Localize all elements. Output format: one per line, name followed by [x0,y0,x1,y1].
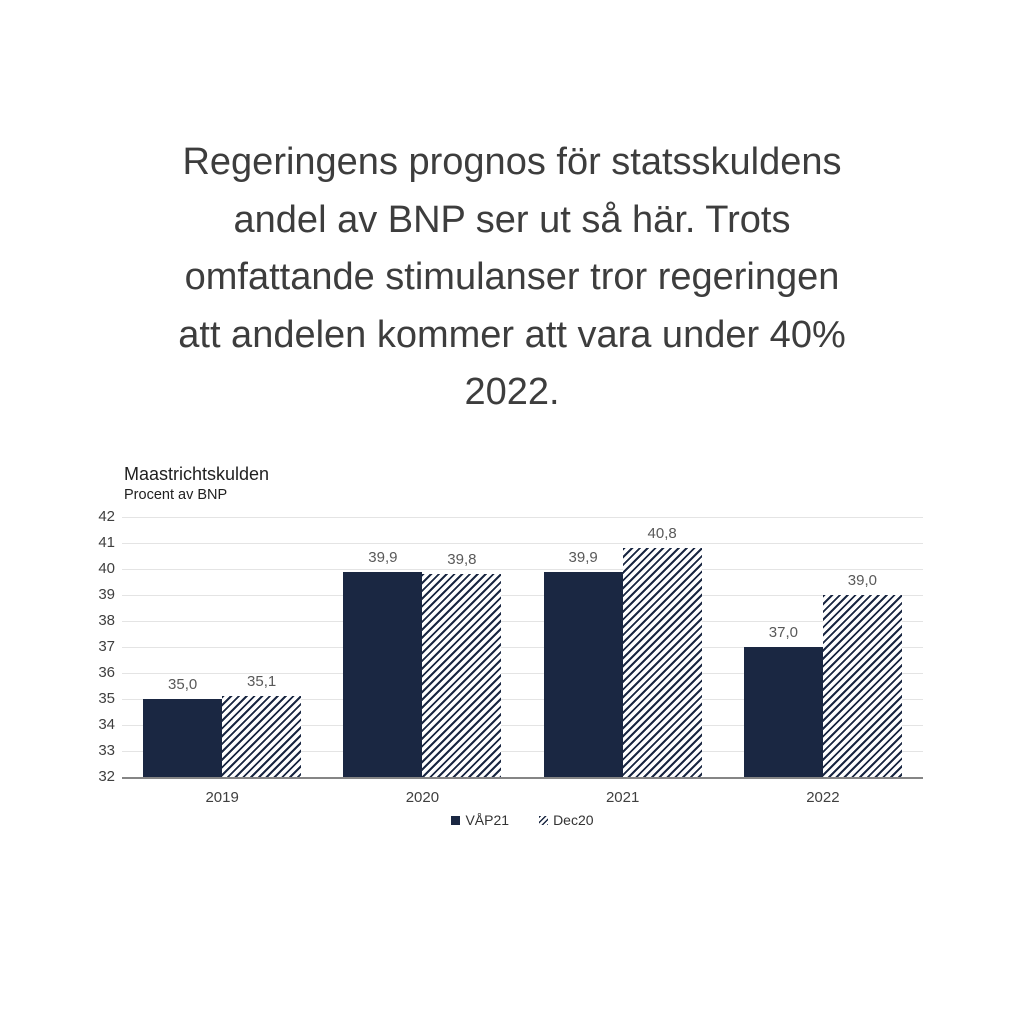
y-axis-tick-label: 35 [98,690,115,707]
y-axis-tick-label: 42 [98,508,115,525]
gridline [122,751,923,752]
y-axis: 32 33 34 35 36 37 38 39 40 41 42 [58,508,115,785]
gridline [122,595,923,596]
bar-value-label: 35,1 [247,673,277,691]
y-axis-tick-label: 33 [98,742,115,759]
gridline [122,647,923,648]
gridline [122,569,923,570]
x-axis: 2019 2020 2021 2022 [122,789,923,809]
headline-line: 2022. [464,371,560,413]
x-axis-tick-label: 2022 [806,789,840,806]
headline-line: andel av BNP ser ut så här. Trots [233,198,791,241]
gridline [122,673,923,674]
legend: VÅP21 Dec20 [122,810,923,830]
bar-value-label: 39,8 [447,551,477,569]
gridline [122,517,923,518]
headline: Regeringens prognos för statsskuldens an… [62,134,962,422]
legend-swatch-solid [451,815,461,825]
legend-label: Dec20 [553,812,594,828]
headline-line: att andelen kommer att vara under 40% [178,313,846,356]
bar-value-label: 39,0 [847,572,877,589]
chart-subtitle: Procent av BNP [124,487,228,503]
legend-label: VÅP21 [465,812,510,828]
legend-item-Dec20: Dec20 [539,812,594,828]
plot-area: 35,0 35,1 39,9 39,8 39,9 40,8 37,0 39,0 [122,517,923,779]
x-axis-tick-label: 2020 [405,789,440,806]
chart-title: Maastrichtskulden [124,464,270,484]
bar-value-label: 37,0 [768,624,798,641]
gridline [122,699,923,700]
gridline [122,621,923,622]
bar-Dec20-2022 [822,595,902,777]
bar-value-label: 39,9 [568,548,598,566]
bar-VÅP21-2019 [143,699,223,777]
x-axis-tick-label: 2021 [605,789,640,806]
legend-swatch-hatched [539,815,549,825]
headline-line: omfattande stimulanser tror regeringen [184,256,840,298]
bar-value-label: 40,8 [647,525,677,543]
x-axis-tick-label: 2019 [205,789,239,806]
y-axis-tick-label: 36 [98,664,115,681]
bar-Dec20-2020 [422,574,502,777]
bar-chart: Maastrichtskulden Procent av BNP 32 33 34 3… [0,464,1024,894]
y-axis-tick-label: 40 [98,560,115,577]
legend-item-VÅP21: VÅP21 [451,812,509,828]
bar-Dec20-2021 [622,548,702,777]
bar-VÅP21-2020 [343,571,423,777]
y-axis-tick-label: 39 [98,586,115,603]
bar-Dec20-2019 [222,696,302,777]
headline-line: Regeringens prognos för statsskuldens [182,141,842,183]
gridline [122,543,923,544]
y-axis-tick-label: 34 [98,716,115,733]
y-axis-tick-label: 32 [98,768,115,785]
bar-VÅP21-2021 [543,571,623,777]
bar-value-label: 39,9 [368,548,398,566]
y-axis-tick-label: 38 [98,612,115,629]
bar-VÅP21-2022 [743,647,823,777]
bar-value-label: 35,0 [168,676,198,693]
gridline [122,725,923,726]
y-axis-tick-label: 37 [98,638,115,655]
y-axis-tick-label: 41 [98,534,115,551]
